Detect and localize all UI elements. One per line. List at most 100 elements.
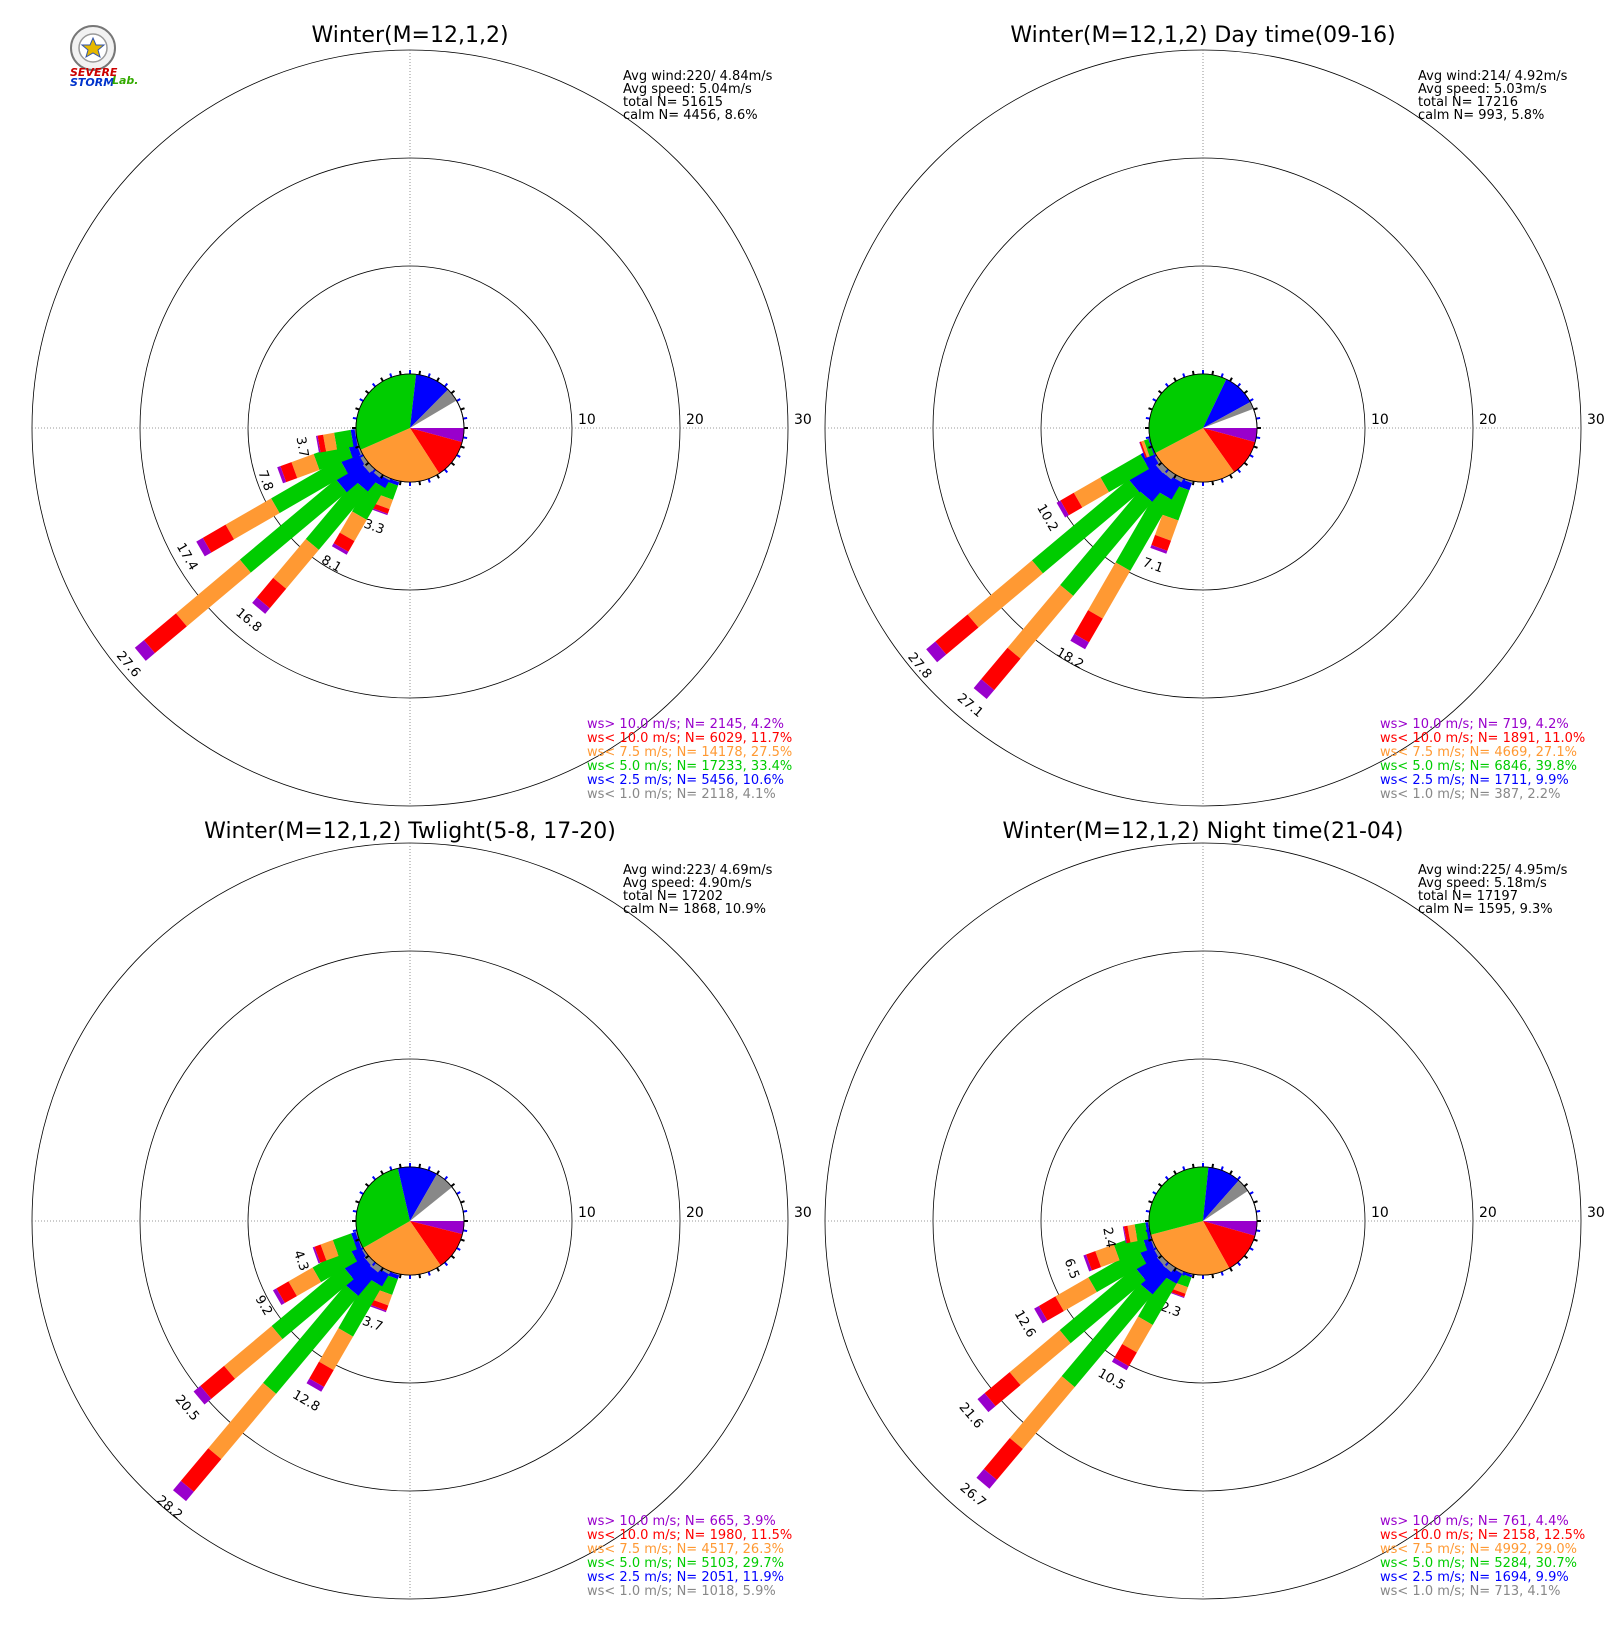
direction-tick	[1152, 398, 1157, 402]
range-ring-label: 20	[1479, 412, 1497, 428]
pie-slice-lt1	[410, 389, 457, 428]
pie-slice-gt10	[1203, 428, 1257, 443]
spoke-segment-gt10	[1122, 1226, 1127, 1244]
spoke-segment-gt10	[1168, 1291, 1185, 1298]
direction-tick	[1229, 1170, 1233, 1175]
legend-entry-lt7_5: ws< 7.5 m/s; N= 4517, 26.3%	[587, 1542, 784, 1557]
direction-tick	[1173, 377, 1177, 382]
direction-tick	[1249, 398, 1254, 402]
chart-title: Winter(M=12,1,2) Twlight(5-8, 17-20)	[204, 819, 616, 844]
direction-tick	[1145, 1229, 1150, 1233]
logo-text-storm: STORM	[70, 76, 114, 89]
direction-tick	[380, 474, 384, 479]
spoke-total-label: 21.6	[956, 1400, 986, 1432]
direction-tick	[1152, 1191, 1157, 1195]
direction-tick	[1164, 1175, 1170, 1181]
spoke-segment-lt10	[370, 1299, 389, 1311]
spoke-segment-lt5	[312, 1246, 358, 1283]
pie-slice-lt7_5	[1155, 428, 1235, 482]
direction-tick	[1173, 1170, 1177, 1175]
direction-tick	[1256, 436, 1261, 440]
direction-tick	[456, 454, 461, 458]
direction-tick	[463, 1229, 468, 1233]
spoke-total-label: 27.6	[113, 649, 143, 681]
spoke-segment-lt5	[1115, 490, 1172, 571]
pie-slice-lt5	[1149, 374, 1227, 454]
logo-text-lab: Lab.	[112, 74, 139, 87]
spoke-segment-lt10	[1151, 534, 1172, 551]
direction-tick	[450, 461, 456, 467]
legend-entry-lt10: ws< 10.0 m/s; N= 6029, 11.7%	[587, 731, 792, 746]
spoke-total-label: 28.2	[153, 1493, 185, 1523]
range-ring-label: 30	[794, 1205, 812, 1221]
spoke-segment-gt10	[1111, 1357, 1129, 1371]
legend-entry-gt10: ws> 10.0 m/s; N= 665, 3.9%	[587, 1514, 776, 1529]
spoke-segment-gt10	[193, 1385, 212, 1405]
spoke-segment-gt10	[1056, 500, 1069, 518]
direction-tick	[398, 1163, 402, 1168]
spoke-segment-gt10	[1150, 545, 1168, 554]
spoke-segment-lt7_5	[1007, 584, 1074, 659]
spoke-segment-lt10	[314, 1244, 327, 1263]
direction-tick	[456, 398, 461, 402]
spoke-total-label: 2.4	[1099, 1226, 1117, 1249]
pie-slice-lt5	[355, 1168, 410, 1248]
direction-tick	[1157, 461, 1163, 467]
direction-tick	[1220, 1166, 1224, 1171]
spoke-200: 7.1	[1141, 475, 1193, 576]
spoke-segment-lt5	[1059, 1267, 1146, 1344]
spoke-segment-lt5	[1088, 1248, 1147, 1293]
spoke-segment-lt10	[317, 434, 327, 453]
direction-tick	[436, 1170, 440, 1175]
direction-tick	[1148, 1238, 1153, 1242]
spoke-segment-lt7_5	[339, 511, 367, 542]
direction-tick	[398, 370, 402, 375]
spoke-230: 27.8	[904, 456, 1168, 682]
speed-class-pie	[1148, 373, 1258, 483]
spoke-210: 18.2	[1053, 470, 1184, 673]
spoke-segment-lt2_5	[1139, 1261, 1172, 1295]
direction-tick	[359, 398, 364, 402]
spoke-segment-lt7_5	[323, 432, 338, 452]
direction-tick	[1253, 407, 1258, 411]
spoke-total-label: 17.4	[173, 541, 200, 574]
spoke-segment-gt10	[331, 543, 349, 555]
spoke-segment-lt2_5	[1128, 460, 1163, 493]
wind-rose-panel-winter-night: Winter(M=12,1,2) Night time(21-04) 10 20 30…	[824, 819, 1605, 1600]
direction-tick	[460, 407, 465, 411]
spoke-segment-lt7_5	[1122, 1316, 1153, 1353]
stats-line: Avg wind:214/ 4.92m/s	[1418, 69, 1568, 84]
direction-tick	[1182, 1271, 1186, 1276]
spoke-segment-lt10	[1086, 1251, 1102, 1271]
spoke-segment-lt2_5	[345, 1261, 378, 1296]
stats-line: total N= 17216	[1418, 95, 1518, 110]
direction-tick	[359, 1247, 364, 1251]
spoke-total-label: 8.1	[319, 553, 344, 576]
spoke-segment-lt5	[1134, 1222, 1149, 1242]
chart-title: Winter(M=12,1,2) Day time(09-16)	[1010, 23, 1395, 48]
legend-entry-gt10: ws> 10.0 m/s; N= 761, 4.4%	[1380, 1514, 1569, 1529]
direction-tick	[418, 481, 422, 486]
spoke-segment-lt7_5	[291, 454, 320, 479]
logo-text-severe: SEVERE	[70, 66, 118, 79]
range-ring-label: 20	[686, 412, 704, 428]
spoke-segment-lt5	[1031, 479, 1140, 574]
direction-tick	[427, 1271, 431, 1276]
spoke-250: 4.3	[290, 1231, 363, 1273]
spoke-segment-gt10	[252, 597, 270, 614]
spoke-segment-lt7_5	[1095, 1244, 1120, 1268]
direction-tick	[1256, 416, 1261, 420]
direction-tick	[1236, 1261, 1242, 1267]
spoke-segment-lt5	[1061, 1283, 1153, 1388]
direction-tick	[1182, 1166, 1186, 1171]
direction-tick	[1145, 416, 1150, 420]
direction-tick	[352, 1209, 357, 1213]
spoke-segment-gt10	[977, 1393, 996, 1413]
stats-line: Avg wind:225/ 4.95m/s	[1418, 863, 1568, 878]
direction-tick	[1152, 454, 1157, 458]
spoke-segment-lt7_5	[1055, 1277, 1097, 1312]
direction-tick	[463, 436, 468, 440]
spoke-segment-lt10	[983, 1438, 1023, 1480]
lab-logo: SEVERE STORM Lab.	[70, 25, 139, 89]
direction-tick	[1249, 1191, 1254, 1195]
